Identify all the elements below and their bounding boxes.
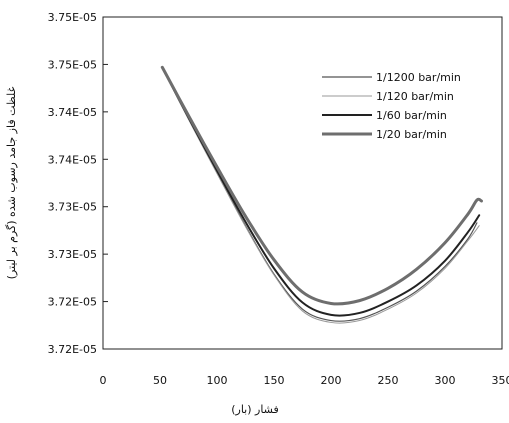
legend: 1/1200 bar/min 1/120 bar/min 1/60 bar/min 1…: [322, 71, 461, 141]
x-axis-ticks: 0 50 100 150 200 250 300 350: [100, 374, 509, 387]
legend-label: 1/120 bar/min: [376, 90, 454, 103]
x-tick-label: 250: [378, 374, 399, 387]
y-tick-label: 3.72E-05: [48, 296, 97, 309]
series-lines: [160, 65, 483, 324]
y-tick-label: 3.74E-05: [48, 106, 97, 119]
x-tick-label: 50: [153, 374, 167, 387]
y-tick-label: 3.74E-05: [48, 153, 97, 166]
y-tick-label: 3.73E-05: [48, 201, 97, 214]
x-tick-label: 0: [100, 374, 107, 387]
legend-label: 1/60 bar/min: [376, 109, 447, 122]
x-tick-label: 200: [321, 374, 342, 387]
y-tick-label: 3.73E-05: [48, 248, 97, 261]
x-tick-label: 100: [207, 374, 228, 387]
y-axis-title: غلظت فاز جامد رسوب شده (گرم بر لیتر): [5, 86, 18, 279]
y-tick-label: 3.75E-05: [48, 11, 97, 24]
y-tick-label: 3.72E-05: [48, 343, 97, 356]
plot-frame: [102, 16, 503, 350]
y-axis-ticks: 3.75E-05 3.75E-05 3.74E-05 3.74E-05 3.73E-05…: [48, 11, 108, 356]
series-line: [161, 67, 480, 324]
series-line: [160, 65, 483, 306]
series-line: [161, 66, 481, 317]
legend-label: 1/1200 bar/min: [376, 71, 461, 84]
x-axis-title: فشار (بار): [231, 403, 279, 416]
y-tick-label: 3.75E-05: [48, 58, 97, 71]
x-tick-label: 150: [264, 374, 285, 387]
x-tick-label: 300: [435, 374, 456, 387]
x-tick-label: 350: [492, 374, 509, 387]
legend-label: 1/20 bar/min: [376, 128, 447, 141]
